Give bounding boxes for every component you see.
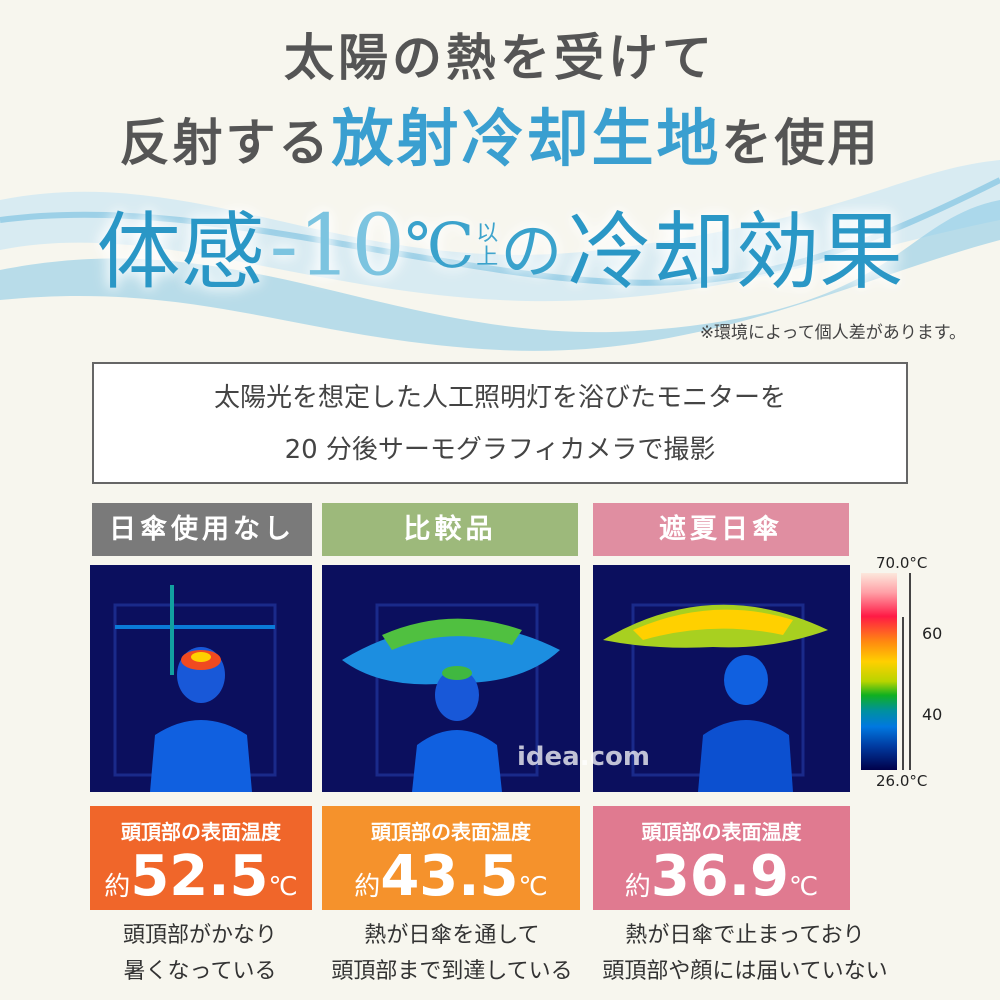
colorbar-axis-inner <box>902 617 904 770</box>
temp-box-comparison: 頭頂部の表面温度 約43.5℃ <box>322 806 580 910</box>
colorbar-max: 70.0°C <box>876 554 928 572</box>
headline-highlight: 放射冷却生地 <box>331 102 722 175</box>
banner-ijou: 以上 <box>474 220 500 270</box>
caption-line: 暑くなっている <box>123 959 277 984</box>
headline-line2: 反射する放射冷却生地を使用 <box>0 88 1000 178</box>
caption-comparison: 熱が日傘を通して頭頂部まで到達している <box>312 918 592 990</box>
colorbar-tick-60: 60 <box>922 624 943 643</box>
banner-no: の <box>500 214 563 288</box>
banner-i: 以 <box>476 220 499 246</box>
temp-value: 約52.5℃ <box>90 845 312 919</box>
caption-line: 頭頂部まで到達している <box>331 959 573 984</box>
thermal-image-no-umbrella <box>90 565 312 792</box>
caption-line: 頭頂部や顔には届いていない <box>602 959 888 984</box>
condition-line2: 20 分後サーモグラフィカメラで撮影 <box>284 435 716 465</box>
temp-box-no-umbrella: 頭頂部の表面温度 約52.5℃ <box>90 806 312 910</box>
temp-value: 約36.9℃ <box>593 845 850 919</box>
temp-number: 52.5 <box>130 844 269 909</box>
temp-box-product: 頭頂部の表面温度 約36.9℃ <box>593 806 850 910</box>
banner-unit: ℃ <box>404 209 475 282</box>
thermal-figure <box>342 603 560 792</box>
temp-prefix: 約 <box>354 872 381 902</box>
condition-line1: 太陽光を想定した人工照明灯を浴びたモニターを <box>213 383 786 413</box>
temp-number: 43.5 <box>380 844 519 909</box>
temp-unit: ℃ <box>788 872 819 902</box>
thermal-image-product <box>593 565 850 792</box>
temp-number: 36.9 <box>650 844 789 909</box>
label-comparison: 比較品 <box>322 503 578 556</box>
watermark: idea.com <box>517 742 650 772</box>
banner-jou: 上 <box>476 244 499 270</box>
banner-taikan: 体感 <box>96 203 265 301</box>
disclaimer-note: ※環境によって個人差があります。 <box>699 323 966 343</box>
label-product: 遮夏日傘 <box>593 503 849 556</box>
temperature-colorbar <box>861 573 897 770</box>
test-condition-box: 太陽光を想定した人工照明灯を浴びたモニターを 20 分後サーモグラフィカメラで撮… <box>92 362 908 484</box>
temp-label: 頭頂部の表面温度 <box>641 820 802 844</box>
thermal-image-comparison <box>322 565 580 792</box>
caption-line: 熱が日傘を通して <box>364 923 540 948</box>
thermal-figure <box>603 603 828 792</box>
caption-no-umbrella: 頭頂部がかなり 暑くなっている <box>80 918 320 990</box>
cooling-banner: 体感 -10℃以 上の 冷却効果 <box>0 185 1000 306</box>
headline-pre: 反射する <box>119 114 332 172</box>
headline-line1: 太陽の熱を受けて <box>284 29 716 87</box>
colorbar-min: 26.0°C <box>876 772 928 790</box>
caption-product: 熱が日傘で止まっており 頭頂部や顔には届いていない <box>585 918 905 990</box>
label-no-umbrella: 日傘使用なし <box>92 503 312 556</box>
temp-unit: ℃ <box>268 872 298 902</box>
temp-label: 頭頂部の表面温度 <box>121 820 281 844</box>
colorbar-axis <box>909 573 911 770</box>
headline-post: を使用 <box>721 114 881 172</box>
temp-unit: ℃ <box>518 872 548 902</box>
temp-value: 約43.5℃ <box>322 845 580 919</box>
temp-prefix: 約 <box>624 872 651 902</box>
thermal-figure <box>113 585 277 792</box>
temp-label: 頭頂部の表面温度 <box>371 820 531 844</box>
temp-prefix: 約 <box>104 872 131 902</box>
caption-line: 熱が日傘で止まっており <box>625 923 865 948</box>
banner-effect: 冷却効果 <box>567 203 904 301</box>
caption-line: 頭頂部がかなり <box>122 923 277 948</box>
wave-decoration <box>0 160 1000 351</box>
banner-value: -10 <box>269 196 405 295</box>
colorbar-tick-40: 40 <box>922 705 943 724</box>
